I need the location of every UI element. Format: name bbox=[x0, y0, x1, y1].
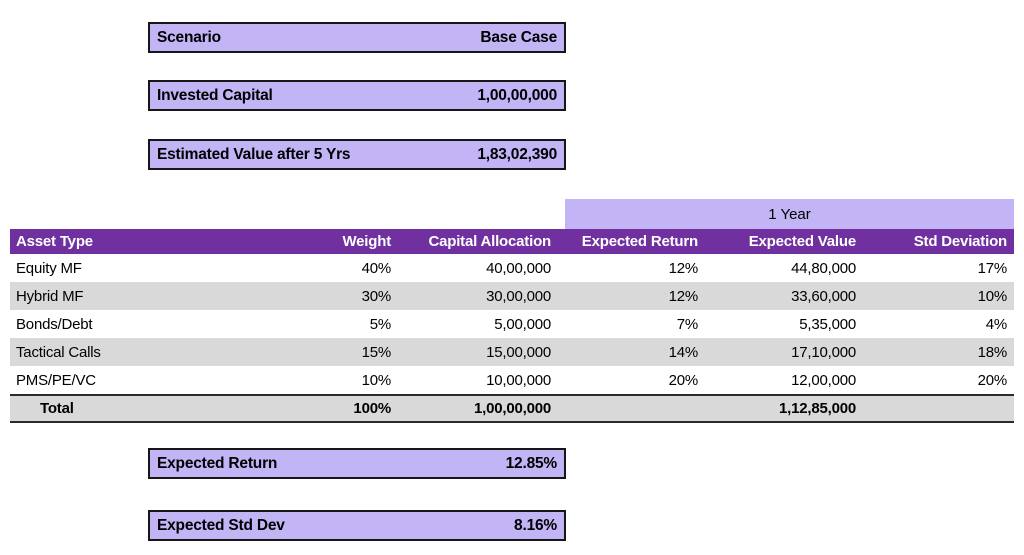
expected-std-dev-value[interactable]: 8.16% bbox=[514, 516, 557, 534]
cell-exp-value[interactable]: 12,00,000 bbox=[791, 371, 856, 389]
cell-exp-value[interactable]: 44,80,000 bbox=[791, 259, 856, 277]
expected-std-dev-label: Expected Std Dev bbox=[157, 516, 285, 534]
table-row-hybrid-mf: Hybrid MF 30% 30,00,000 12% 33,60,000 10… bbox=[10, 282, 1014, 310]
cell-weight[interactable]: 30% bbox=[361, 287, 392, 305]
cell-total-exp-return[interactable] bbox=[558, 396, 705, 421]
group-header-label: 1 Year bbox=[768, 205, 811, 223]
cell-capital[interactable]: 40,00,000 bbox=[486, 259, 551, 277]
cell-exp-return[interactable]: 12% bbox=[668, 259, 699, 277]
table-row-equity-mf: Equity MF 40% 40,00,000 12% 44,80,000 17… bbox=[10, 254, 1014, 282]
table-row-bonds-debt: Bonds/Debt 5% 5,00,000 7% 5,35,000 4% bbox=[10, 310, 1014, 338]
cell-asset[interactable]: Equity MF bbox=[16, 259, 82, 277]
cell-exp-value[interactable]: 5,35,000 bbox=[799, 315, 856, 333]
cell-capital[interactable]: 15,00,000 bbox=[486, 343, 551, 361]
table-row-total: Total 100% 1,00,00,000 1,12,85,000 bbox=[10, 394, 1014, 423]
invested-capital-label: Invested Capital bbox=[157, 86, 273, 104]
cell-total-label[interactable]: Total bbox=[40, 400, 74, 417]
table-row-pms-pe-vc: PMS/PE/VC 10% 10,00,000 20% 12,00,000 20… bbox=[10, 366, 1014, 394]
col-header-expected-value: Expected Value bbox=[748, 233, 856, 250]
cell-total-exp-value[interactable]: 1,12,85,000 bbox=[778, 400, 856, 417]
cell-capital[interactable]: 5,00,000 bbox=[494, 315, 551, 333]
col-header-expected-return: Expected Return bbox=[581, 233, 698, 250]
cell-asset[interactable]: Hybrid MF bbox=[16, 287, 84, 305]
cell-weight[interactable]: 10% bbox=[361, 371, 392, 389]
table-row-tactical-calls: Tactical Calls 15% 15,00,000 14% 17,10,0… bbox=[10, 338, 1014, 366]
group-header-1-year: 1 Year bbox=[565, 199, 1014, 229]
scenario-value[interactable]: Base Case bbox=[480, 28, 557, 46]
expected-return-value[interactable]: 12.85% bbox=[505, 454, 558, 472]
scenario-label: Scenario bbox=[157, 28, 221, 46]
estimated-value-box: Estimated Value after 5 Yrs 1,83,02,390 bbox=[148, 139, 566, 170]
col-header-std-deviation: Std Deviation bbox=[913, 233, 1007, 250]
expected-return-label: Expected Return bbox=[157, 454, 278, 472]
cell-std-dev[interactable]: 17% bbox=[977, 259, 1008, 277]
col-header-weight: Weight bbox=[342, 233, 391, 250]
cell-weight[interactable]: 5% bbox=[369, 315, 391, 333]
col-header-asset-type: Asset Type bbox=[16, 233, 93, 250]
scenario-box: Scenario Base Case bbox=[148, 22, 566, 53]
cell-exp-value[interactable]: 17,10,000 bbox=[791, 343, 856, 361]
cell-weight[interactable]: 40% bbox=[361, 259, 392, 277]
estimated-value-value[interactable]: 1,83,02,390 bbox=[477, 145, 557, 163]
cell-capital[interactable]: 30,00,000 bbox=[486, 287, 551, 305]
cell-weight[interactable]: 15% bbox=[361, 343, 392, 361]
expected-return-box: Expected Return 12.85% bbox=[148, 448, 566, 479]
cell-std-dev[interactable]: 20% bbox=[977, 371, 1008, 389]
table-header-row: Asset Type Weight Capital Allocation Exp… bbox=[10, 229, 1014, 254]
allocation-table: 1 Year Asset Type Weight Capital Allocat… bbox=[10, 199, 1014, 423]
cell-std-dev[interactable]: 18% bbox=[977, 343, 1008, 361]
cell-exp-return[interactable]: 7% bbox=[676, 315, 698, 333]
cell-total-std-dev[interactable] bbox=[863, 396, 1014, 421]
cell-std-dev[interactable]: 10% bbox=[977, 287, 1008, 305]
cell-total-capital[interactable]: 1,00,00,000 bbox=[473, 400, 551, 417]
cell-exp-return[interactable]: 14% bbox=[668, 343, 699, 361]
cell-asset[interactable]: Bonds/Debt bbox=[16, 315, 93, 333]
cell-std-dev[interactable]: 4% bbox=[985, 315, 1007, 333]
cell-asset[interactable]: Tactical Calls bbox=[16, 343, 101, 361]
estimated-value-label: Estimated Value after 5 Yrs bbox=[157, 145, 351, 163]
cell-exp-return[interactable]: 12% bbox=[668, 287, 699, 305]
cell-total-weight[interactable]: 100% bbox=[353, 400, 391, 417]
cell-capital[interactable]: 10,00,000 bbox=[486, 371, 551, 389]
col-header-capital-allocation: Capital Allocation bbox=[428, 233, 551, 250]
cell-asset[interactable]: PMS/PE/VC bbox=[16, 371, 96, 389]
cell-exp-return[interactable]: 20% bbox=[668, 371, 699, 389]
expected-std-dev-box: Expected Std Dev 8.16% bbox=[148, 510, 566, 541]
invested-capital-value[interactable]: 1,00,00,000 bbox=[477, 86, 557, 104]
invested-capital-box: Invested Capital 1,00,00,000 bbox=[148, 80, 566, 111]
cell-exp-value[interactable]: 33,60,000 bbox=[791, 287, 856, 305]
